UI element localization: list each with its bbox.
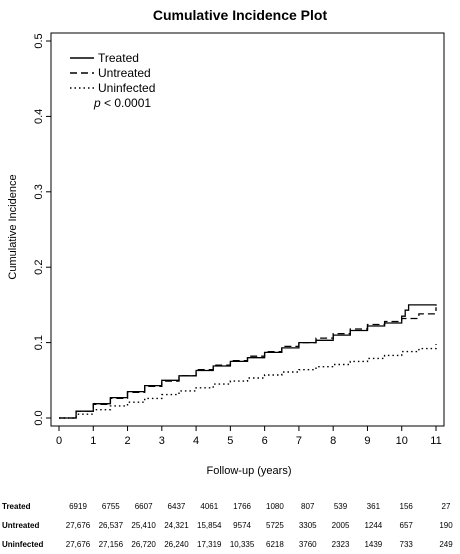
y-tick-label: 0.4 [33,109,45,124]
p-value-text: < 0.0001 [101,96,152,110]
y-tick-label: 0.1 [33,335,45,350]
risk-cell: 2323 [331,540,350,549]
risk-cell: 6755 [101,502,120,511]
risk-cell: 1244 [364,521,383,530]
x-tick-label: 1 [90,435,96,447]
x-tick-label: 10 [396,435,408,447]
risk-cell: 6218 [266,540,284,549]
risk-cell: 4061 [200,502,219,511]
x-tick-label: 6 [262,435,268,447]
legend-label-uninfected: Uninfected [98,81,155,95]
risk-cell: 27,676 [65,540,91,549]
x-tick-label: 3 [159,435,165,447]
series-line-untreated [59,307,437,419]
plot-frame [50,32,445,427]
risk-cell: 6919 [69,502,87,511]
risk-row-label: Treated [2,502,31,511]
x-tick-label: 11 [430,435,441,447]
x-tick-label: 0 [56,435,62,447]
risk-row-label: Untreated [2,521,40,530]
legend-label-treated: Treated [98,51,139,65]
risk-cell: 190 [439,521,453,530]
risk-cell: 26,537 [98,521,124,530]
risk-cell: 15,854 [197,521,222,530]
x-axis-label: Follow-up (years) [207,465,292,477]
number-at-risk-table: Treated 6919 6755 6607 6437 4061 1766 1080 807 53… [0,490,460,550]
risk-row-treated: Treated 6919 6755 6607 6437 4061 1766 1080 807 53… [0,502,460,516]
risk-cell: 26,720 [131,540,156,549]
p-value-annotation: p < 0.0001 [93,96,151,110]
risk-row-label: Uninfected [2,540,44,549]
series-line-uninfected [59,344,437,419]
series-line-treated [59,304,437,419]
risk-cell: 3760 [298,540,317,549]
risk-cell: 27,156 [98,540,124,549]
risk-cell: 156 [399,502,413,511]
cumulative-incidence-chart: Cumulative Incidence Plot 0 1 2 3 4 5 6 7 8 9 10 11… [7,7,445,477]
legend-label-untreated: Untreated [98,66,151,80]
x-tick-label: 7 [296,435,302,447]
risk-cell: 1080 [266,502,284,511]
y-tick-label: 0.5 [33,33,45,48]
x-tick-label: 8 [330,435,336,447]
risk-row-untreated: Untreated 27,676 26,537 25,410 24,321 15,854 9… [0,521,460,535]
y-tick-label: 0.0 [33,410,45,425]
risk-cell: 1439 [364,540,383,549]
risk-cell: 539 [333,502,348,511]
risk-cell: 1766 [233,502,251,511]
x-tick-label: 9 [364,435,370,447]
series-layer [59,304,437,419]
x-tick-label: 5 [227,435,233,447]
risk-cell: 3305 [298,521,317,530]
risk-cell: 2005 [331,521,350,530]
risk-cell: 733 [399,540,413,549]
risk-cell: 6607 [134,502,153,511]
risk-cell: 25,410 [131,521,156,530]
risk-cell: 6437 [167,502,186,511]
x-tick-label: 4 [193,435,199,447]
chart-title: Cumulative Incidence Plot [153,7,328,23]
p-symbol: p [93,96,101,110]
y-tick-label: 0.3 [33,184,45,199]
risk-cell: 807 [301,502,315,511]
risk-cell: 10,335 [229,540,255,549]
risk-cell: 17,319 [197,540,222,549]
risk-cell: 657 [399,521,413,530]
y-tick-label: 0.2 [33,260,45,275]
risk-cell: 27 [441,502,451,511]
risk-cell: 9574 [233,521,251,530]
risk-cell: 24,321 [164,521,189,530]
risk-cell: 5725 [266,521,284,530]
x-tick-label: 2 [124,435,130,447]
chart-axes: 0 1 2 3 4 5 6 7 8 9 10 11 0.0 0.1 0.2 0.3 0.4 0.5 [33,32,445,447]
risk-row-uninfected: Uninfected 27,676 27,156 26,720 26,240 17,319… [0,540,460,554]
risk-cell: 26,240 [164,540,189,549]
risk-cell: 361 [366,502,381,511]
risk-cell: 27,676 [65,521,91,530]
y-axis-label: Cumulative Incidence [7,174,19,279]
risk-cell: 249 [439,540,453,549]
